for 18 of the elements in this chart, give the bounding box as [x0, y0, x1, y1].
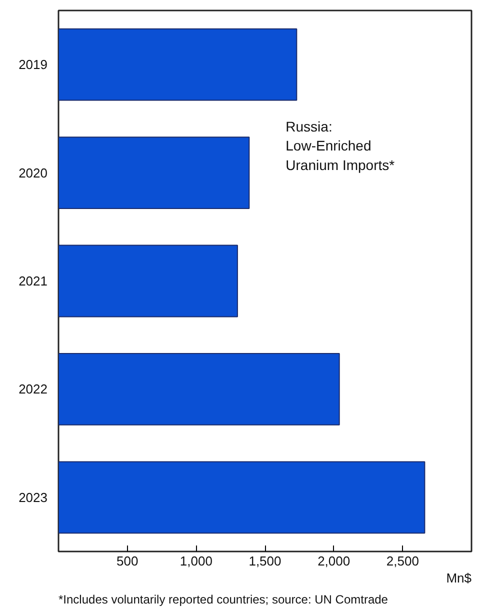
x-tick-label: 1,000 [180, 554, 212, 568]
y-tick-label: 2021 [18, 274, 48, 288]
x-axis-title: Mn$ [446, 570, 472, 586]
bar [58, 244, 238, 318]
x-tick-label: 1,500 [248, 554, 282, 568]
text: *Includes voluntarily reported countries; source: UN Comtrade [58, 592, 388, 606]
y-tick-label: 2023 [18, 490, 48, 505]
bar [58, 136, 250, 210]
y-tick-label: 2020 [18, 165, 48, 180]
x-tick-label: 500 [116, 554, 138, 568]
y-tick-label: 2022 [18, 382, 48, 397]
x-tick-label: 2,500 [386, 554, 419, 568]
bar [58, 461, 426, 534]
x-tick-label: 2,000 [318, 554, 350, 568]
text: Russia: Low-Enriched Uranium Imports* [286, 118, 396, 173]
bar [58, 352, 340, 426]
bar [58, 28, 298, 101]
y-tick-label: 2019 [18, 57, 48, 72]
